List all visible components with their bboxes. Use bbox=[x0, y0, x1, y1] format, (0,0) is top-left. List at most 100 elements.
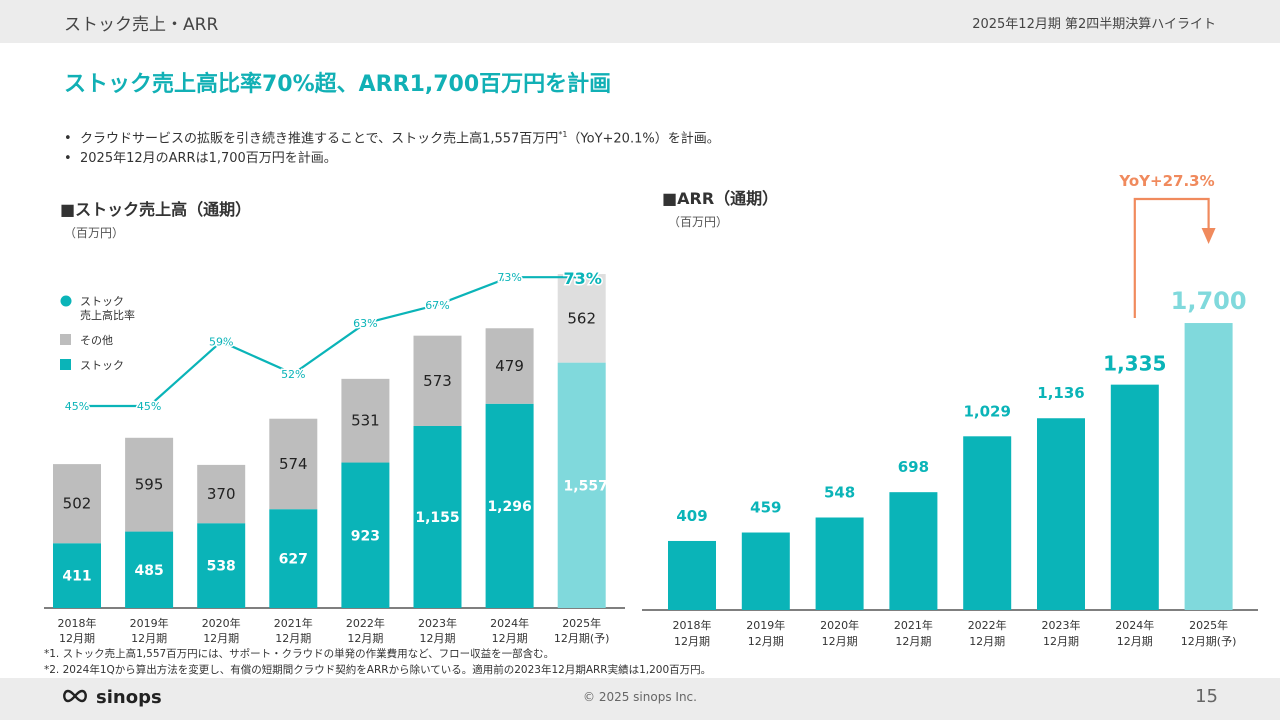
x-tick-label: 2020年 bbox=[820, 618, 859, 632]
x-tick-label: 12月期 bbox=[674, 635, 710, 648]
yoy-label: YoY+27.3% bbox=[1118, 172, 1214, 190]
other-bar bbox=[53, 464, 101, 544]
arr-value-label: 1,029 bbox=[963, 402, 1010, 420]
ratio-label: 59% bbox=[209, 336, 233, 349]
x-tick-label: 2023年 bbox=[1042, 618, 1081, 632]
other-bar bbox=[269, 418, 318, 510]
other-bar bbox=[485, 328, 534, 404]
x-tick-label: 12月期 bbox=[203, 632, 239, 645]
arr-value-label: 1,700 bbox=[1171, 287, 1247, 315]
arr-value-label: 1,335 bbox=[1103, 352, 1166, 376]
yoy-arrow-head bbox=[1201, 228, 1216, 244]
legend-other-marker bbox=[60, 334, 71, 345]
x-tick-label: 2024年 bbox=[490, 616, 529, 630]
x-tick-label: 2024年 bbox=[1115, 618, 1154, 632]
arr-bar bbox=[889, 492, 938, 610]
other-value-label: 573 bbox=[423, 372, 452, 390]
legend-ratio-label: 売上高比率 bbox=[80, 308, 135, 322]
x-tick-label: 2022年 bbox=[346, 616, 385, 630]
other-value-label: 574 bbox=[279, 455, 308, 473]
footer: sinops © 2025 sinops Inc. 15 bbox=[0, 678, 1280, 720]
x-tick-label: 12月期 bbox=[1117, 635, 1153, 648]
bullet-list: クラウドサービスの拡販を引き続き推進することで、ストック売上高1,557百万円*… bbox=[64, 125, 720, 169]
x-tick-label: 12月期(予) bbox=[1181, 635, 1237, 648]
x-tick-label: 2021年 bbox=[894, 618, 933, 632]
arr-bar bbox=[1184, 323, 1233, 610]
other-bar bbox=[341, 378, 390, 463]
stock-value-label: 1,296 bbox=[487, 499, 531, 515]
stock-value-label: 411 bbox=[62, 569, 91, 585]
stock-bar bbox=[125, 531, 174, 608]
stock-bar bbox=[485, 403, 534, 608]
x-tick-label: 12月期 bbox=[1043, 635, 1079, 648]
x-tick-label: 12月期 bbox=[748, 635, 784, 648]
other-value-label: 595 bbox=[135, 476, 164, 494]
other-value-label: 531 bbox=[351, 412, 380, 430]
stock-value-label: 923 bbox=[351, 528, 380, 544]
stock-value-label: 485 bbox=[134, 563, 163, 579]
legend-stock-marker bbox=[60, 359, 71, 370]
stock-bar bbox=[53, 543, 101, 608]
legend-ratio-label: ストック bbox=[80, 295, 124, 308]
arr-chart-title: ■ARR（通期） bbox=[662, 189, 779, 208]
other-bar bbox=[413, 335, 462, 426]
stock-bar bbox=[269, 509, 318, 608]
yoy-arrow-line bbox=[1133, 197, 1210, 318]
legend-other-label: その他 bbox=[80, 334, 113, 347]
arr-value-label: 409 bbox=[676, 507, 707, 525]
ratio-label: 52% bbox=[281, 368, 305, 381]
arr-bar bbox=[963, 436, 1012, 610]
arr-value-label: 1,136 bbox=[1037, 384, 1084, 402]
x-tick-label: 2025年 bbox=[1189, 618, 1228, 632]
x-tick-label: 12月期 bbox=[59, 632, 95, 645]
stock-bar bbox=[197, 523, 246, 608]
arr-bar bbox=[1110, 384, 1159, 610]
ratio-label: 45% bbox=[137, 400, 161, 413]
bullet-item: クラウドサービスの拡販を引き続き推進することで、ストック売上高1,557百万円*… bbox=[64, 125, 720, 149]
footnotes: *1. ストック売上高1,557百万円には、サポート・クラウドの単発の作業費用な… bbox=[44, 646, 711, 678]
x-tick-label: 12月期 bbox=[822, 635, 858, 648]
page-headline: ストック売上高比率70%超、ARR1,700百万円を計画 bbox=[64, 72, 612, 97]
x-tick-label: 2018年 bbox=[673, 618, 712, 632]
stock-value-label: 1,557 bbox=[564, 478, 608, 494]
x-tick-label: 12月期 bbox=[275, 632, 311, 645]
arr-value-label: 548 bbox=[824, 483, 855, 501]
footnote: *1. ストック売上高1,557百万円には、サポート・クラウドの単発の作業費用な… bbox=[44, 648, 555, 660]
ratio-label: 63% bbox=[353, 317, 377, 330]
x-tick-label: 12月期 bbox=[347, 632, 383, 645]
footnote: *2. 2024年1Qから算出方法を変更し、有償の短期間クラウド契約をARRから… bbox=[44, 664, 712, 676]
stock-bar bbox=[341, 462, 390, 608]
stock-bar bbox=[557, 362, 606, 608]
top-bar: ストック売上・ARR 2025年12月期 第2四半期決算ハイライト bbox=[0, 0, 1280, 43]
page-number: 15 bbox=[1195, 686, 1218, 707]
arr-bar bbox=[741, 532, 790, 610]
other-value-label: 562 bbox=[567, 309, 596, 327]
ratio-label: 73% bbox=[497, 271, 521, 284]
x-tick-label: 12月期(予) bbox=[554, 632, 610, 645]
stock-chart-unit: （百万円） bbox=[64, 226, 125, 240]
x-tick-label: 2025年 bbox=[562, 616, 601, 630]
ratio-label: 45% bbox=[65, 400, 89, 413]
x-tick-label: 12月期 bbox=[492, 632, 528, 645]
x-tick-label: 12月期 bbox=[895, 635, 931, 648]
x-tick-label: 2023年 bbox=[418, 616, 457, 630]
x-tick-label: 2020年 bbox=[202, 616, 241, 630]
ratio-label: 67% bbox=[425, 299, 449, 312]
infinity-logo-icon bbox=[63, 689, 87, 703]
x-tick-label: 2021年 bbox=[274, 616, 313, 630]
sinops-logo: sinops bbox=[60, 687, 162, 708]
x-tick-label: 12月期 bbox=[420, 632, 456, 645]
copyright: © 2025 sinops Inc. bbox=[583, 690, 697, 704]
x-tick-label: 2019年 bbox=[130, 616, 169, 630]
section-title: ストック売上・ARR bbox=[64, 15, 219, 35]
x-tick-label: 12月期 bbox=[131, 632, 167, 645]
stock-value-label: 538 bbox=[207, 559, 236, 575]
other-value-label: 370 bbox=[207, 485, 236, 503]
legend-stock-label: ストック bbox=[80, 359, 124, 372]
x-tick-label: 2019年 bbox=[746, 618, 785, 632]
arr-bar bbox=[815, 517, 864, 610]
arr-value-label: 459 bbox=[750, 499, 781, 517]
other-bar bbox=[557, 274, 606, 363]
other-value-label: 502 bbox=[63, 495, 92, 513]
